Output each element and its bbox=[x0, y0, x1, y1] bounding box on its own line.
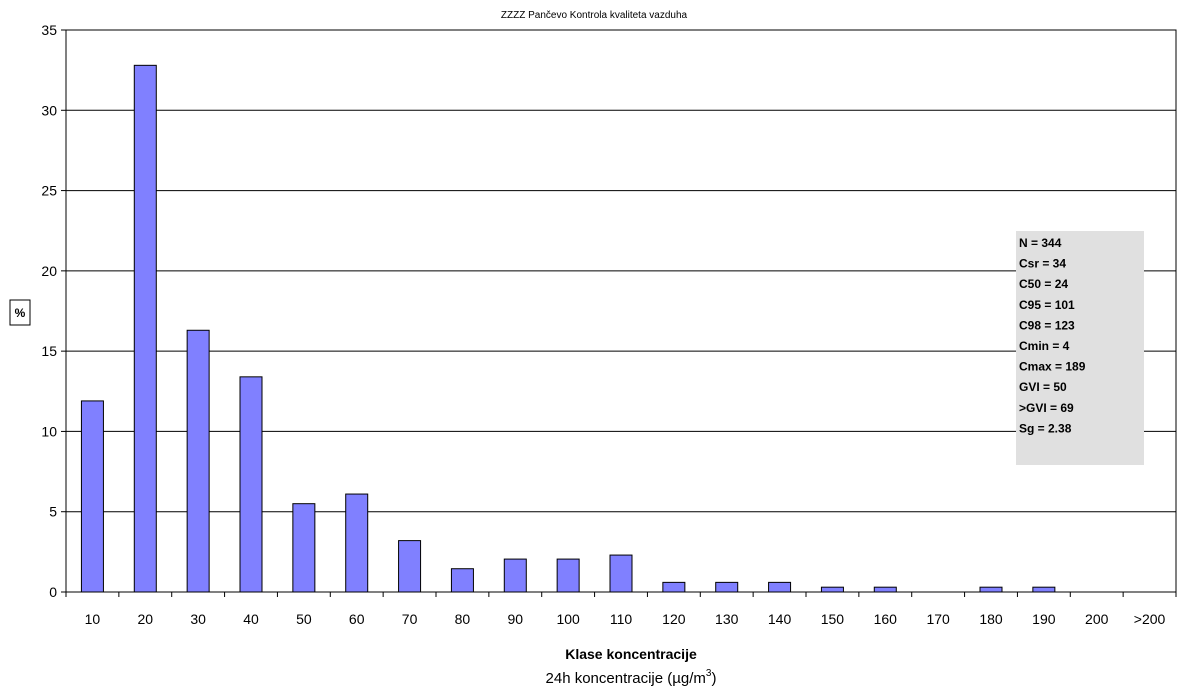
x-tick-label: 200 bbox=[1085, 611, 1109, 627]
bar bbox=[345, 493, 369, 593]
x-tick-label: 20 bbox=[137, 611, 153, 627]
bar bbox=[450, 568, 474, 593]
stat-line: C50 = 24 bbox=[1019, 277, 1068, 291]
stat-line: Csr = 34 bbox=[1019, 257, 1066, 271]
bar bbox=[768, 581, 792, 593]
x-tick-label: 170 bbox=[926, 611, 950, 627]
x-axis-sublabel: 24h koncentracije (µg/m3) bbox=[546, 668, 717, 687]
bar bbox=[873, 586, 897, 593]
x-tick-label: 70 bbox=[402, 611, 418, 627]
x-tick-label: 120 bbox=[662, 611, 686, 627]
stats-box-background bbox=[1016, 231, 1144, 465]
stat-line: Cmin = 4 bbox=[1019, 339, 1070, 353]
bar bbox=[979, 586, 1003, 593]
bar bbox=[398, 540, 422, 593]
stat-line: C95 = 101 bbox=[1019, 298, 1075, 312]
bar bbox=[80, 400, 104, 593]
bar bbox=[1032, 586, 1056, 593]
stats-box: N = 344 Csr = 34 C50 = 24 C95 = 101 C98 = 12… bbox=[1016, 231, 1144, 465]
stat-line: Cmax = 189 bbox=[1019, 360, 1086, 374]
x-tick-label: >200 bbox=[1134, 611, 1166, 627]
y-tick-label: 30 bbox=[41, 102, 57, 118]
stat-line: C98 = 123 bbox=[1019, 318, 1075, 332]
x-axis-sublabel-end: ) bbox=[711, 670, 716, 687]
x-tick-label: 80 bbox=[455, 611, 471, 627]
y-tick-label: 15 bbox=[41, 343, 57, 359]
grid-lines bbox=[66, 109, 1176, 513]
y-tick-label: 20 bbox=[41, 263, 57, 279]
bars bbox=[80, 64, 1056, 593]
stat-line: >GVI = 69 bbox=[1019, 401, 1074, 415]
y-tick-label: 5 bbox=[49, 504, 57, 520]
y-axis-ticks: 0 5 10 15 20 25 30 35 bbox=[41, 22, 66, 600]
x-axis-label: Klase koncentracije bbox=[565, 646, 697, 662]
y-tick-label: 10 bbox=[41, 423, 57, 439]
stat-line: N = 344 bbox=[1019, 236, 1062, 250]
bar bbox=[503, 558, 527, 593]
x-tick-label: 130 bbox=[715, 611, 739, 627]
bar bbox=[609, 554, 633, 593]
bar bbox=[715, 581, 739, 593]
x-tick-label: 100 bbox=[556, 611, 580, 627]
stat-line: GVI = 50 bbox=[1019, 380, 1067, 394]
plot-area-border bbox=[65, 29, 1177, 593]
x-tick-label: 110 bbox=[610, 611, 633, 627]
x-tick-label: 150 bbox=[821, 611, 845, 627]
x-tick-label: 180 bbox=[979, 611, 1003, 627]
x-axis-sublabel-superscript: 3 bbox=[706, 668, 712, 679]
y-tick-label: 0 bbox=[49, 584, 57, 600]
x-tick-label: 60 bbox=[349, 611, 365, 627]
x-tick-label: 190 bbox=[1032, 611, 1056, 627]
y-axis-label: % bbox=[9, 299, 31, 326]
bar bbox=[820, 586, 844, 593]
x-tick-label: 90 bbox=[507, 611, 523, 627]
x-tick-label: 140 bbox=[768, 611, 792, 627]
x-axis-sublabel-main: 24h koncentracije (µg/m bbox=[546, 670, 706, 687]
x-tick-label: 10 bbox=[85, 611, 101, 627]
chart-title: ZZZZ Pančevo Kontrola kvaliteta vazduha bbox=[501, 10, 688, 21]
bar bbox=[292, 503, 316, 593]
x-tick-label: 50 bbox=[296, 611, 312, 627]
bar bbox=[662, 581, 686, 593]
bar bbox=[239, 376, 263, 593]
stat-line: Sg = 2.38 bbox=[1019, 421, 1072, 435]
bar bbox=[556, 558, 580, 593]
y-axis-label-text: % bbox=[15, 306, 26, 320]
bar bbox=[133, 64, 157, 593]
x-axis-ticks: 10 20 30 40 50 60 70 80 90 100 110 120 130 140 150 160 1… bbox=[65, 592, 1177, 627]
stats-lines: N = 344 Csr = 34 C50 = 24 C95 = 101 C98 = 12… bbox=[1019, 236, 1086, 435]
x-tick-label: 30 bbox=[190, 611, 206, 627]
y-tick-label: 25 bbox=[41, 183, 57, 199]
bar bbox=[186, 329, 210, 593]
x-tick-label: 160 bbox=[874, 611, 898, 627]
y-tick-label: 35 bbox=[41, 22, 57, 38]
x-tick-label: 40 bbox=[243, 611, 259, 627]
